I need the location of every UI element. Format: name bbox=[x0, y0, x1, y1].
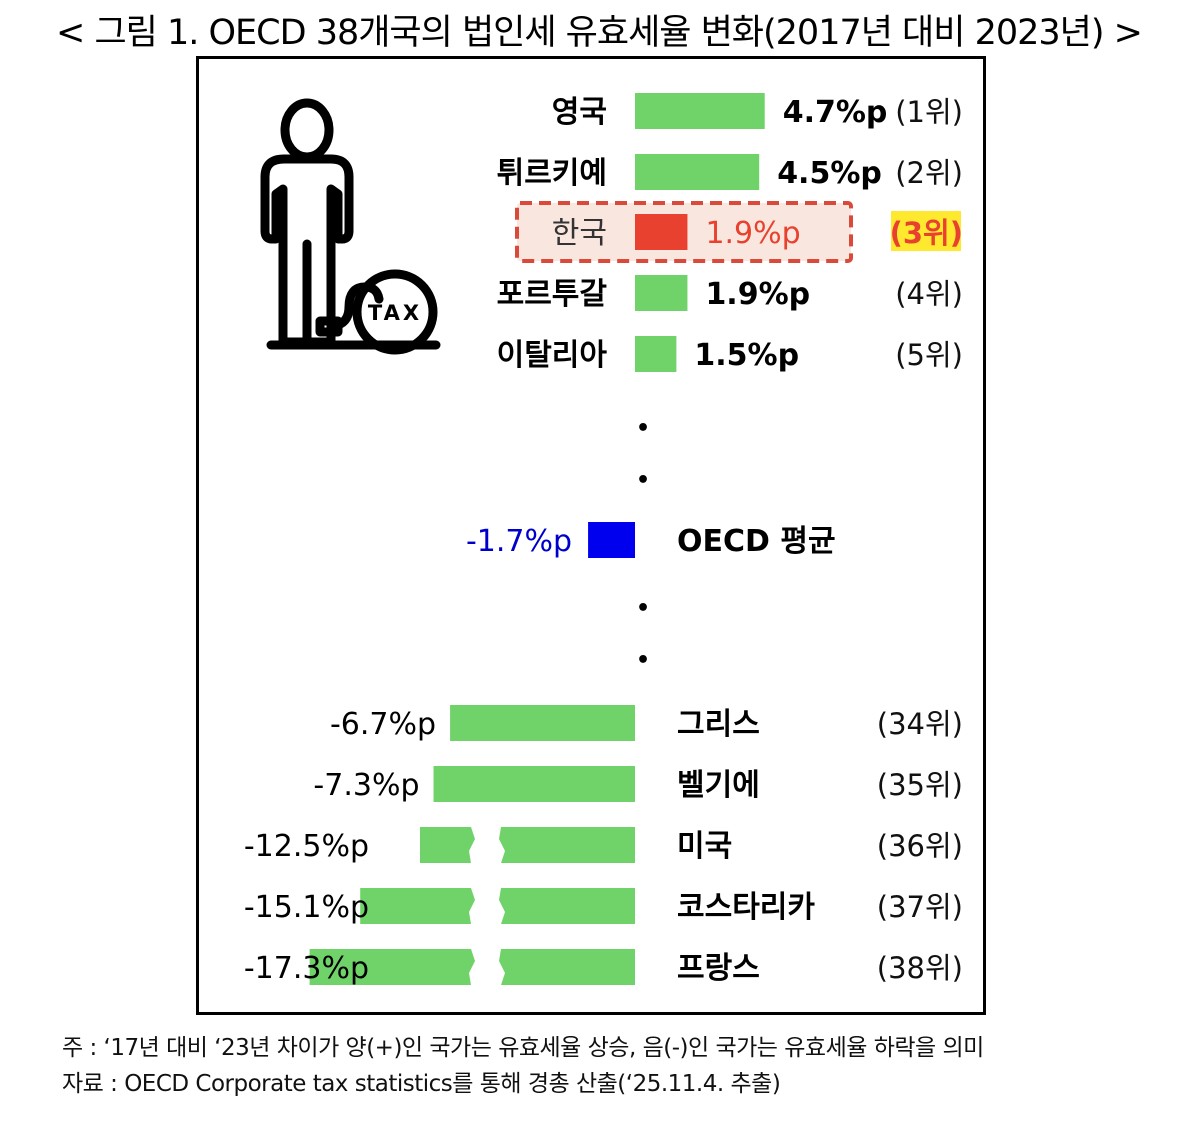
country-label: 프랑스 bbox=[677, 951, 760, 986]
value-label: 1.9%p bbox=[705, 277, 810, 312]
country-label: 코스타리카 bbox=[677, 890, 815, 925]
figure-title: < 그림 1. OECD 38개국의 법인세 유효세율 변화(2017년 대비 … bbox=[56, 13, 1143, 53]
country-label: 그리스 bbox=[677, 707, 760, 742]
country-label: 이탈리아 bbox=[497, 338, 608, 373]
person-with-tax-ball-and-chain-icon: TAX bbox=[260, 98, 441, 355]
value-label: -7.3%p bbox=[313, 768, 419, 803]
value-label: -15.1%p bbox=[244, 890, 369, 925]
tax-rate-change-chart: TAX 영국 4.7%p (1위) 튀르키예 4.5%p (2위) 한국 1.9%p (3위) 포… bbox=[244, 93, 963, 986]
rank-label: (2위) bbox=[895, 156, 963, 190]
bar-4 bbox=[635, 336, 677, 372]
rank-highlight-bg bbox=[891, 211, 961, 251]
country-label: 미국 bbox=[677, 829, 732, 864]
value-label: 4.5%p bbox=[777, 156, 882, 191]
bar-negative bbox=[450, 705, 635, 741]
rank-label: (4위) bbox=[895, 277, 963, 311]
country-label: 포르투갈 bbox=[497, 277, 608, 312]
country-label: 영국 bbox=[552, 95, 607, 130]
value-label: -17.3%p bbox=[244, 951, 369, 986]
bars-layer: 영국 4.7%p (1위) 튀르키예 4.5%p (2위) 한국 1.9%p (3위) 포르투갈 1… bbox=[244, 93, 963, 986]
value-label: 4.7%p bbox=[783, 95, 888, 130]
country-label: 벨기에 bbox=[677, 768, 760, 803]
average-value-label: -1.7%p bbox=[466, 524, 572, 559]
chart-frame: TAX 영국 4.7%p (1위) 튀르키예 4.5%p (2위) 한국 1.9%p (3위) 포… bbox=[196, 56, 986, 1015]
notes: 주 : ‘17년 대비 ‘23년 차이가 양(+)인 국가는 유효세율 상승, … bbox=[62, 1030, 984, 1102]
rank-label: (36위) bbox=[877, 829, 963, 863]
note-line-1: 주 : ‘17년 대비 ‘23년 차이가 양(+)인 국가는 유효세율 상승, … bbox=[62, 1035, 984, 1061]
bar-3 bbox=[635, 275, 688, 311]
bar-1 bbox=[635, 154, 760, 190]
bar-negative-right-segment bbox=[499, 888, 635, 924]
average-country-label: OECD 평균 bbox=[677, 524, 836, 559]
rank-label: (38위) bbox=[877, 951, 963, 985]
tax-ball-label: TAX bbox=[368, 301, 422, 325]
bar-2 bbox=[635, 214, 688, 250]
average-bar bbox=[588, 522, 635, 558]
bar-negative-left-segment bbox=[360, 888, 475, 924]
bar-negative bbox=[433, 766, 635, 802]
rank-label: (34위) bbox=[877, 707, 963, 741]
bar-negative-right-segment bbox=[499, 827, 635, 863]
ellipsis-dot: • bbox=[636, 596, 650, 621]
bar-negative-right-segment bbox=[499, 949, 635, 985]
rank-label: (5위) bbox=[895, 338, 963, 372]
rank-label: (1위) bbox=[895, 95, 963, 129]
bar-0 bbox=[635, 93, 765, 129]
rank-label: (35위) bbox=[877, 768, 963, 802]
country-label: 튀르키예 bbox=[497, 156, 607, 191]
value-label: 1.9%p bbox=[705, 216, 800, 251]
value-label: -6.7%p bbox=[330, 707, 436, 742]
ellipsis-dot: • bbox=[636, 648, 650, 673]
value-label: 1.5%p bbox=[694, 338, 799, 373]
ellipsis-dot: • bbox=[636, 468, 650, 493]
note-line-2: 자료 : OECD Corporate tax statistics를 통해 경… bbox=[62, 1071, 781, 1097]
value-label: -12.5%p bbox=[244, 829, 369, 864]
bar-negative-left-segment bbox=[309, 949, 475, 985]
bar-negative-left-segment bbox=[420, 827, 475, 863]
ellipsis-dot: • bbox=[636, 416, 650, 441]
rank-label: (37위) bbox=[877, 890, 963, 924]
rank-label: (3위) bbox=[890, 216, 963, 250]
country-label: 한국 bbox=[552, 216, 607, 251]
